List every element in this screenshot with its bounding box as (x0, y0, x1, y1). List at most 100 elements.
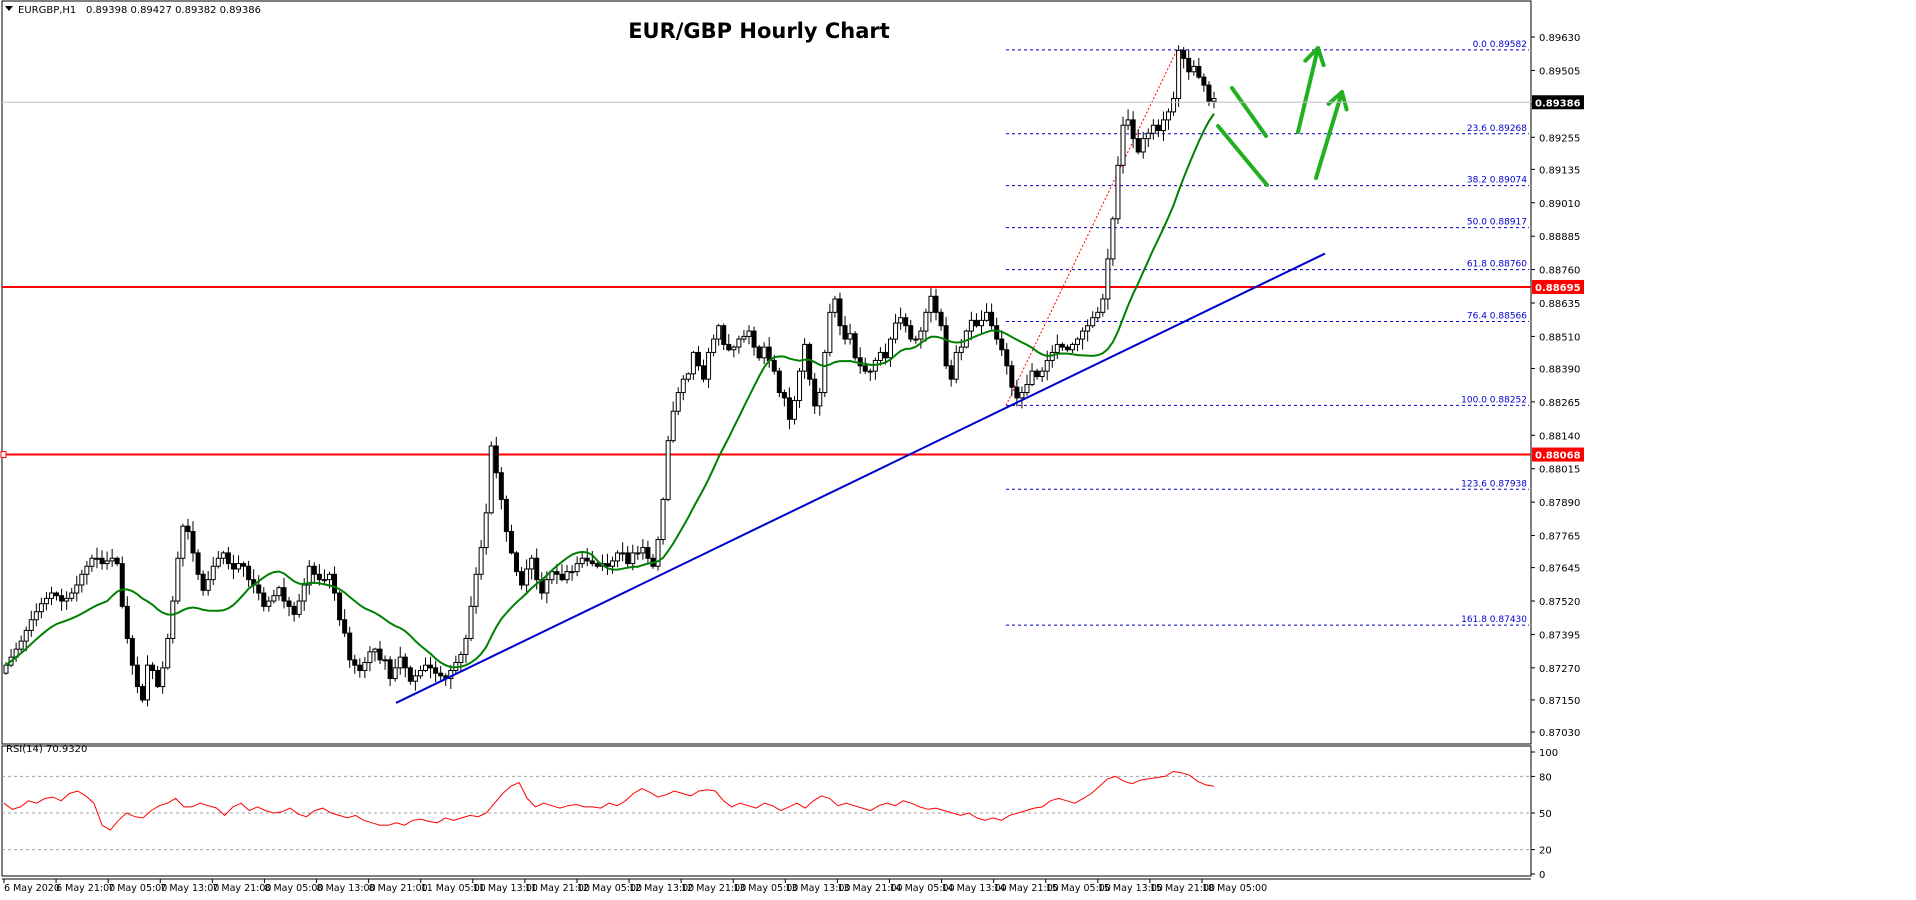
candle[interactable] (665, 435, 671, 502)
candle[interactable] (1176, 45, 1182, 107)
candle[interactable] (1064, 344, 1070, 352)
candle[interactable] (397, 646, 403, 675)
candle[interactable] (695, 345, 701, 371)
candle[interactable] (377, 640, 383, 664)
candle[interactable] (225, 546, 231, 570)
candle[interactable] (817, 387, 823, 416)
candle[interactable] (741, 330, 747, 343)
candle[interactable] (150, 662, 156, 680)
candle[interactable] (48, 586, 54, 606)
candle[interactable] (165, 633, 171, 670)
candle[interactable] (761, 342, 767, 365)
candle[interactable] (84, 560, 90, 585)
candle[interactable] (968, 311, 974, 341)
candle[interactable] (54, 591, 60, 601)
candle[interactable] (1191, 60, 1197, 76)
candle[interactable] (498, 467, 504, 510)
candle[interactable] (928, 288, 934, 323)
candle[interactable] (1039, 367, 1045, 382)
candle[interactable] (564, 564, 570, 584)
candle[interactable] (594, 561, 600, 569)
candle[interactable] (478, 540, 484, 580)
candle[interactable] (675, 387, 681, 416)
candle[interactable] (660, 497, 666, 545)
candle[interactable] (1115, 156, 1121, 224)
candle[interactable] (655, 536, 661, 571)
candle[interactable] (160, 661, 166, 694)
candle[interactable] (261, 587, 267, 612)
candle[interactable] (109, 548, 115, 567)
candle[interactable] (847, 323, 853, 345)
candle[interactable] (1059, 342, 1065, 351)
candle[interactable] (584, 547, 590, 567)
candle[interactable] (1160, 111, 1166, 141)
candle[interactable] (1181, 47, 1187, 69)
candle[interactable] (28, 610, 34, 637)
candle[interactable] (236, 555, 242, 573)
candle[interactable] (367, 646, 373, 672)
candle[interactable] (1201, 73, 1207, 92)
candle[interactable] (1069, 342, 1075, 353)
candle[interactable] (812, 372, 818, 414)
candle[interactable] (59, 588, 65, 611)
candle[interactable] (670, 401, 676, 443)
fib-diagonal-line[interactable] (1005, 49, 1178, 406)
candle[interactable] (620, 542, 626, 562)
candle[interactable] (291, 601, 297, 622)
candle[interactable] (1171, 91, 1177, 116)
candle[interactable] (69, 587, 75, 602)
candle[interactable] (79, 569, 85, 593)
candle[interactable] (1155, 119, 1161, 138)
candle[interactable] (1034, 368, 1040, 380)
candle[interactable] (827, 303, 833, 357)
candle[interactable] (246, 560, 252, 588)
candle[interactable] (458, 651, 464, 672)
candle[interactable] (412, 669, 418, 691)
candle[interactable] (1110, 216, 1116, 266)
candle[interactable] (220, 550, 226, 565)
candle[interactable] (882, 343, 888, 365)
candle[interactable] (185, 518, 191, 540)
candle[interactable] (731, 345, 737, 358)
candle[interactable] (559, 564, 565, 582)
candle[interactable] (200, 570, 206, 596)
candle[interactable] (311, 562, 317, 584)
candle[interactable] (867, 368, 873, 381)
candle[interactable] (286, 596, 292, 617)
candle[interactable] (281, 577, 287, 609)
candle[interactable] (241, 561, 247, 577)
candle[interactable] (473, 567, 479, 614)
candle[interactable] (1186, 49, 1192, 80)
candle[interactable] (407, 665, 413, 685)
candle[interactable] (362, 656, 368, 679)
candle[interactable] (387, 656, 393, 687)
candle[interactable] (832, 295, 838, 318)
candle[interactable] (468, 596, 474, 642)
candle[interactable] (18, 635, 24, 654)
candle[interactable] (640, 539, 646, 560)
candle[interactable] (1135, 129, 1141, 155)
candle[interactable] (807, 342, 813, 386)
candle[interactable] (574, 556, 580, 577)
candle[interactable] (690, 350, 696, 380)
candle[interactable] (615, 550, 621, 568)
chart-menu-triangle-icon[interactable] (5, 6, 13, 11)
candle[interactable] (579, 551, 585, 568)
candle[interactable] (751, 326, 757, 356)
candle[interactable] (357, 658, 363, 678)
candle[interactable] (524, 559, 530, 595)
candle[interactable] (372, 647, 378, 662)
candle[interactable] (1085, 319, 1091, 342)
candle[interactable] (862, 357, 868, 375)
candle[interactable] (513, 551, 519, 577)
candle[interactable] (822, 349, 828, 398)
candle[interactable] (786, 387, 792, 430)
candle[interactable] (38, 597, 44, 619)
candle[interactable] (175, 551, 181, 605)
candle[interactable] (589, 551, 595, 567)
candle[interactable] (306, 560, 312, 595)
candle[interactable] (347, 626, 353, 668)
candle[interactable] (89, 554, 95, 572)
candle[interactable] (1019, 386, 1025, 409)
candle[interactable] (1105, 248, 1111, 310)
